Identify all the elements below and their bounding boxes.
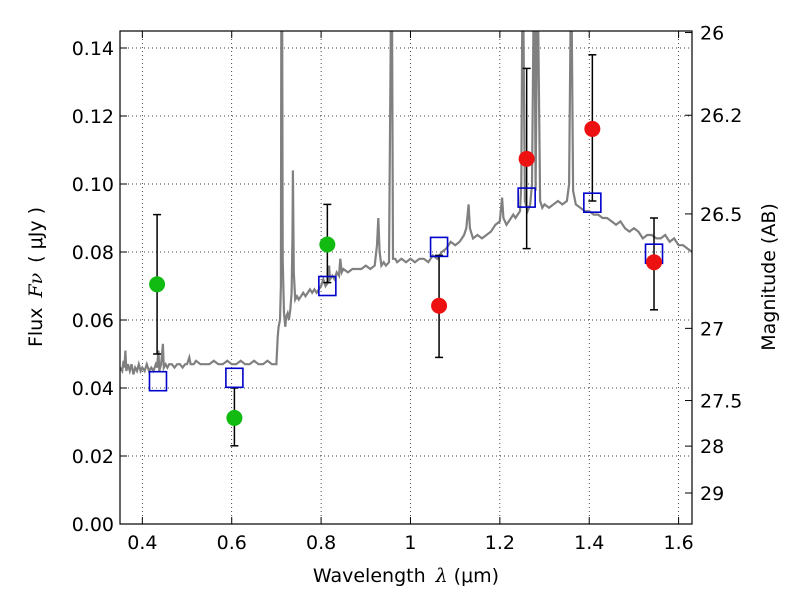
green-data-point (319, 236, 336, 253)
y-tick-label: 0.10 (72, 174, 114, 196)
x-tick-label: 0.8 (306, 532, 336, 554)
model-square (318, 275, 337, 297)
green-data-point (226, 409, 243, 426)
x-tick-label: 1.2 (485, 532, 515, 554)
red-data-point (646, 254, 663, 271)
plot-frame (119, 30, 693, 525)
y-axis-label-unit: ( μJy ) (25, 207, 47, 263)
mag-tick-label: 27.5 (700, 391, 742, 413)
x-tick-label: 1 (404, 532, 416, 554)
green-data-point (149, 276, 166, 293)
x-axis-label: Wavelength λ (μm) (313, 565, 499, 587)
x-tick-label: 0.4 (127, 532, 157, 554)
spectrum-layer (120, 31, 692, 376)
x-tick-label: 1.6 (663, 532, 693, 554)
mag-tick-label: 26 (700, 23, 724, 45)
tick-marks (120, 31, 692, 525)
mag-tick-label: 29 (700, 483, 724, 505)
y-tick-label: 0.06 (72, 310, 114, 332)
mag-tick-label: 26.5 (700, 204, 742, 226)
y-tick-label: 0.14 (72, 38, 114, 60)
x-axis-label-unit: (μm) (454, 565, 499, 587)
model-square (517, 187, 536, 208)
red-data-point (518, 150, 535, 167)
x-axis-label-symbol: λ (435, 565, 448, 587)
y-axis-label-prefix: Flux (25, 308, 47, 348)
model-square (225, 367, 244, 389)
y-tick-label: 0.04 (72, 378, 114, 400)
model-photometry (148, 187, 664, 392)
y-axis-label: Flux Fν ( μJy ) (25, 207, 47, 347)
model-square (583, 192, 602, 213)
y-axis-label-symbol: Fν (25, 272, 47, 298)
y-tick-label: 0.08 (72, 242, 114, 264)
mag-tick-label: 28 (700, 436, 724, 458)
red-data-point (431, 297, 448, 314)
tick-labels: 0.4 0.6 0.8 1 1.2 1.4 1.6 0.00 0.02 0.04 0.06 0.08 0… (72, 23, 743, 554)
mag-tick-label: 26.2 (700, 105, 742, 127)
x-axis-label-prefix: Wavelength (313, 565, 426, 587)
y-tick-label: 0.12 (72, 106, 114, 128)
y-tick-label: 0.00 (72, 514, 114, 536)
grid (120, 31, 692, 525)
y2-axis-label: Magnitude (AB) (758, 203, 780, 351)
red-data-point (584, 120, 601, 137)
x-tick-label: 1.4 (574, 532, 604, 554)
spectrum-line (120, 31, 692, 376)
mag-tick-label: 27 (700, 318, 724, 340)
y-tick-label: 0.02 (72, 446, 114, 468)
x-tick-label: 0.6 (217, 532, 247, 554)
model-square (148, 370, 168, 392)
observed-photometry (149, 120, 663, 426)
model-square (429, 236, 449, 258)
